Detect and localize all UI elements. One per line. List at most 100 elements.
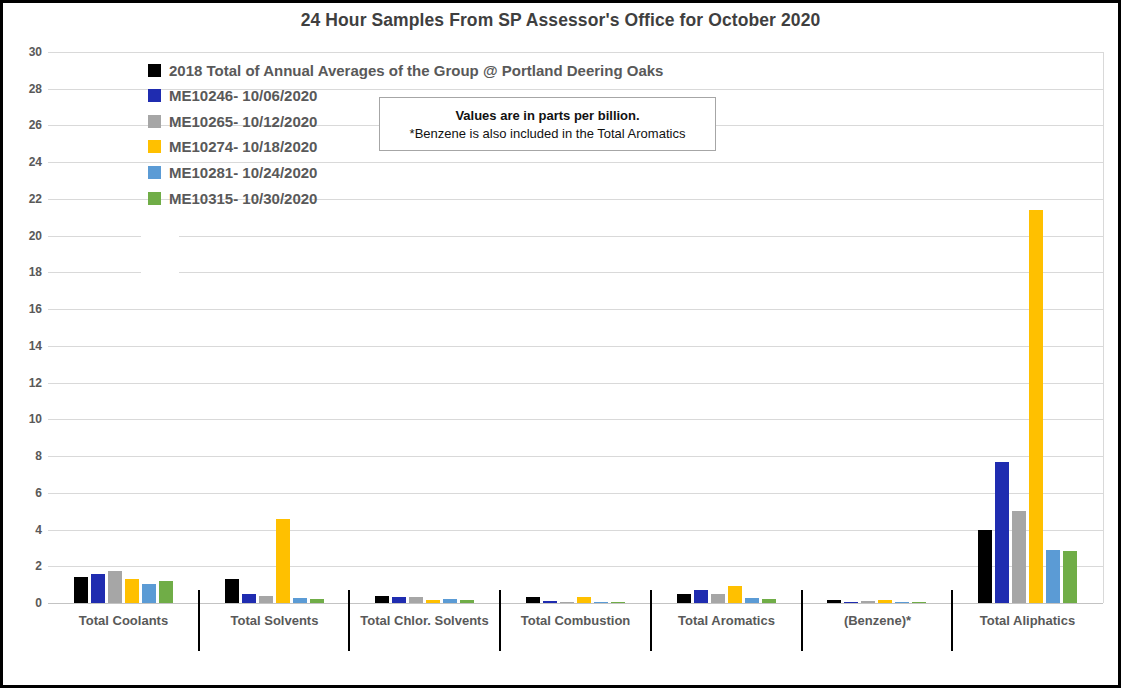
legend-item: 2018 Total of Annual Averages of the Gro… bbox=[148, 60, 663, 80]
bar bbox=[142, 584, 156, 603]
plot-right-edge bbox=[1103, 52, 1104, 603]
bar bbox=[978, 530, 992, 603]
bar bbox=[443, 599, 457, 603]
bar bbox=[677, 594, 691, 603]
legend-swatch bbox=[148, 115, 161, 128]
bar bbox=[895, 602, 909, 603]
bar bbox=[242, 594, 256, 603]
bar bbox=[1029, 210, 1043, 603]
y-axis-label: 0 bbox=[0, 596, 42, 610]
bar bbox=[728, 586, 742, 603]
legend-item: ME10315- 10/30/2020 bbox=[148, 188, 317, 208]
bar bbox=[375, 596, 389, 603]
bar bbox=[460, 600, 474, 603]
category-label: Total Aromatics bbox=[651, 613, 802, 628]
bar bbox=[912, 602, 926, 603]
bar bbox=[526, 597, 540, 603]
legend-item: ME10265- 10/12/2020 bbox=[148, 111, 317, 131]
category-label: Total Coolants bbox=[48, 613, 199, 628]
y-gridline bbox=[48, 272, 1103, 273]
y-axis-label: 30 bbox=[0, 45, 42, 59]
bar bbox=[594, 602, 608, 603]
legend-label: ME10315- 10/30/2020 bbox=[169, 190, 317, 207]
category-label: Total Aliphatics bbox=[952, 613, 1103, 628]
y-axis-label: 18 bbox=[0, 265, 42, 279]
category-label: Total Combustion bbox=[500, 613, 651, 628]
annotation-line-2: *Benzene is also included in the Total A… bbox=[410, 126, 686, 141]
annotation-line-1: Values are in parts per billion. bbox=[455, 108, 639, 123]
white-patch-artifact bbox=[141, 218, 179, 282]
y-gridline bbox=[48, 346, 1103, 347]
y-gridline bbox=[48, 383, 1103, 384]
chart-screenshot: 24 Hour Samples From SP Assessor's Offic… bbox=[0, 0, 1121, 688]
y-axis-label: 22 bbox=[0, 192, 42, 206]
y-axis-label: 28 bbox=[0, 82, 42, 96]
bar bbox=[762, 599, 776, 603]
bar bbox=[560, 602, 574, 603]
bar bbox=[745, 598, 759, 603]
y-gridline bbox=[48, 566, 1103, 567]
y-axis-label: 20 bbox=[0, 229, 42, 243]
bar bbox=[125, 579, 139, 603]
legend-label: ME10246- 10/06/2020 bbox=[169, 87, 317, 104]
bar bbox=[409, 597, 423, 603]
y-gridline bbox=[48, 236, 1103, 237]
y-axis-label: 26 bbox=[0, 118, 42, 132]
bar bbox=[259, 596, 273, 603]
legend-label: ME10274- 10/18/2020 bbox=[169, 138, 317, 155]
y-axis-label: 16 bbox=[0, 302, 42, 316]
legend-swatch bbox=[148, 166, 161, 179]
bar bbox=[577, 597, 591, 603]
y-gridline bbox=[48, 419, 1103, 420]
y-axis-label: 6 bbox=[0, 486, 42, 500]
bar bbox=[1046, 550, 1060, 603]
y-axis-label: 14 bbox=[0, 339, 42, 353]
y-gridline bbox=[48, 530, 1103, 531]
bar bbox=[225, 579, 239, 603]
chart-title: 24 Hour Samples From SP Assessor's Offic… bbox=[0, 10, 1121, 31]
bar bbox=[711, 594, 725, 603]
bar bbox=[861, 601, 875, 603]
category-label: Total Solvents bbox=[199, 613, 350, 628]
legend-item: ME10246- 10/06/2020 bbox=[148, 86, 317, 106]
legend-swatch bbox=[148, 89, 161, 102]
y-gridline bbox=[48, 52, 1103, 53]
bar bbox=[74, 577, 88, 603]
bar bbox=[293, 598, 307, 603]
bar bbox=[1063, 551, 1077, 603]
y-axis-label: 10 bbox=[0, 412, 42, 426]
bar bbox=[611, 602, 625, 603]
bar bbox=[878, 600, 892, 603]
legend-swatch bbox=[148, 192, 161, 205]
legend-label: ME10281- 10/24/2020 bbox=[169, 164, 317, 181]
category-label: (Benzene)* bbox=[802, 613, 953, 628]
bar bbox=[392, 597, 406, 603]
bar bbox=[108, 571, 122, 603]
y-axis-label: 2 bbox=[0, 559, 42, 573]
bar bbox=[310, 599, 324, 603]
legend-label: 2018 Total of Annual Averages of the Gro… bbox=[169, 62, 663, 79]
y-axis-label: 24 bbox=[0, 155, 42, 169]
legend-item: ME10274- 10/18/2020 bbox=[148, 137, 317, 157]
y-gridline bbox=[48, 309, 1103, 310]
legend-swatch bbox=[148, 64, 161, 77]
y-axis-label: 12 bbox=[0, 376, 42, 390]
bar bbox=[426, 600, 440, 603]
category-label: Total Chlor. Solvents bbox=[349, 613, 500, 628]
legend-item: ME10281- 10/24/2020 bbox=[148, 162, 317, 182]
y-gridline bbox=[48, 456, 1103, 457]
bar bbox=[159, 581, 173, 603]
bar bbox=[276, 519, 290, 603]
y-axis-label: 4 bbox=[0, 523, 42, 537]
legend-swatch bbox=[148, 140, 161, 153]
legend-label: ME10265- 10/12/2020 bbox=[169, 113, 317, 130]
bar bbox=[995, 462, 1009, 603]
bar bbox=[91, 574, 105, 603]
y-axis-label: 8 bbox=[0, 449, 42, 463]
bar bbox=[694, 590, 708, 603]
bar bbox=[1012, 511, 1026, 603]
y-gridline bbox=[48, 493, 1103, 494]
bar bbox=[844, 602, 858, 603]
x-axis-line bbox=[48, 603, 1103, 604]
bar bbox=[543, 601, 557, 603]
